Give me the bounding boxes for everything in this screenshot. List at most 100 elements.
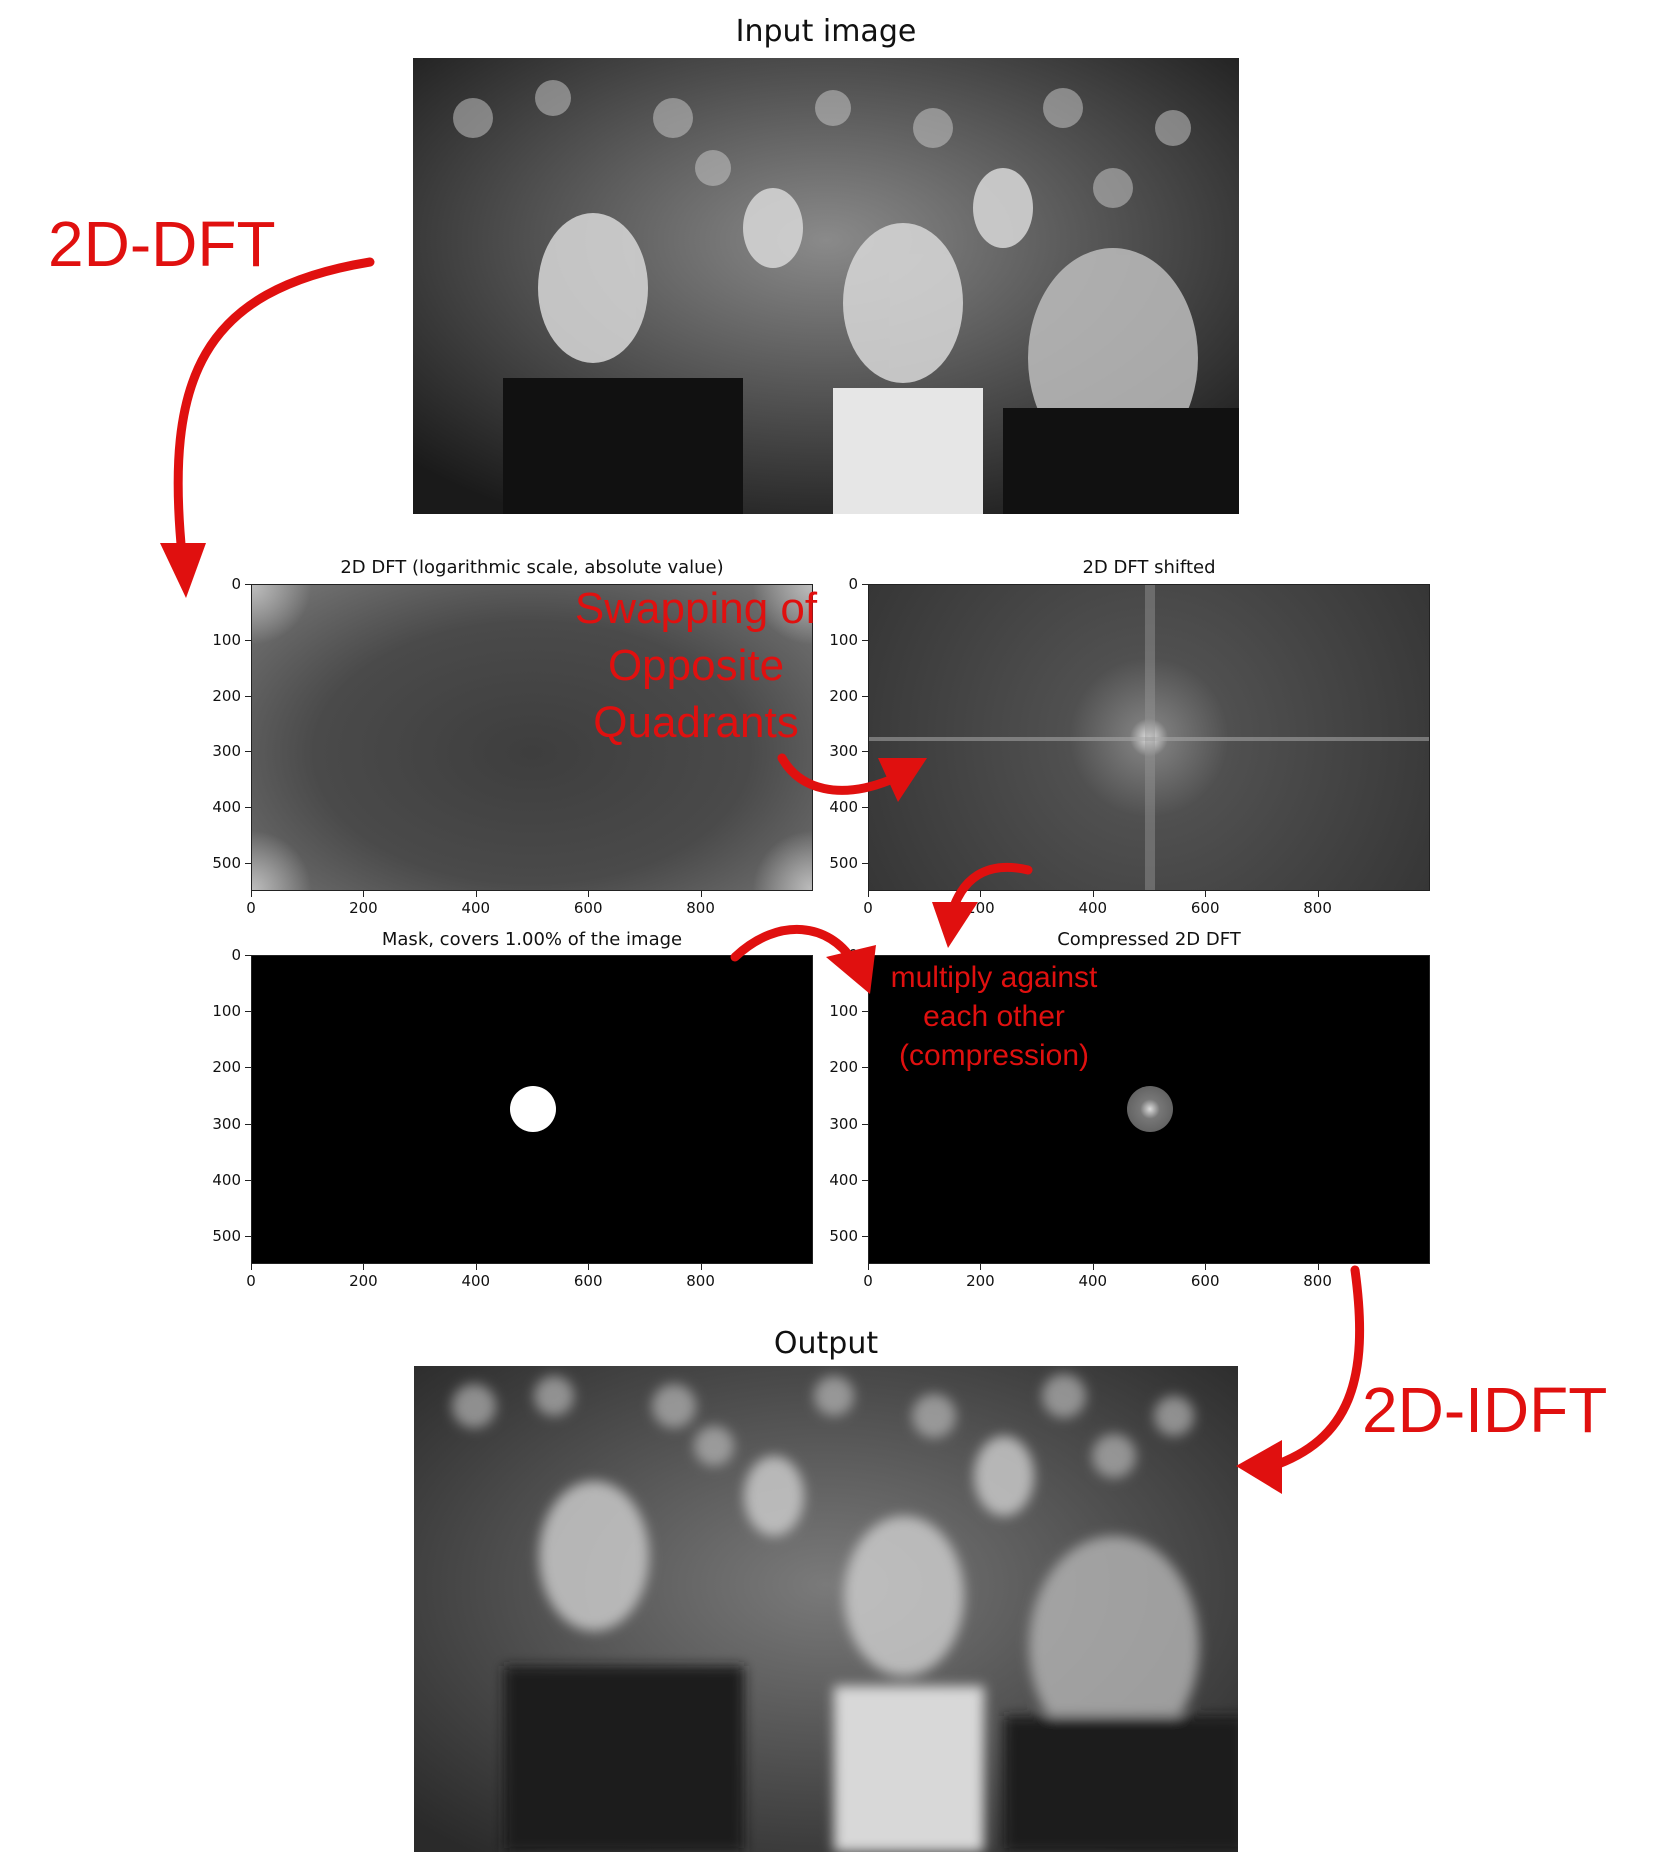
dft-label: 2D-DFT <box>48 208 276 280</box>
y-tick-label: 200 <box>829 686 858 705</box>
input-image <box>413 58 1239 514</box>
swap-label: Swapping of Opposite Quadrants <box>556 580 836 751</box>
x-tick-mark <box>475 1264 477 1270</box>
y-tick-mark <box>862 1123 868 1125</box>
y-tick-mark <box>245 1011 251 1013</box>
x-tick-label: 800 <box>1303 899 1332 917</box>
y-tick-mark <box>245 1235 251 1237</box>
swap-arrow <box>777 753 895 795</box>
panel-shifted-title: 2D DFT shifted <box>1082 557 1216 578</box>
swap-line-1: Swapping of <box>574 584 818 633</box>
y-tick-label: 500 <box>829 854 858 873</box>
output-image <box>414 1366 1238 1852</box>
y-tick-mark <box>245 807 251 809</box>
x-tick-label: 200 <box>349 899 378 917</box>
y-tick-label: 100 <box>212 1002 241 1021</box>
y-tick-mark <box>862 1235 868 1237</box>
x-tick-mark <box>1317 1264 1319 1270</box>
x-tick-label: 400 <box>461 1272 491 1290</box>
y-tick-label: 200 <box>212 1058 241 1077</box>
y-tick-label: 100 <box>829 630 858 649</box>
x-tick-mark <box>363 891 365 897</box>
x-tick-mark <box>700 891 702 897</box>
y-tick-label: 0 <box>231 946 241 964</box>
x-tick-mark <box>980 891 982 897</box>
idft-arrowhead <box>1236 1440 1282 1494</box>
x-tick-label: 0 <box>246 899 256 917</box>
x-tick-label: 600 <box>1190 1272 1220 1290</box>
y-tick-label: 400 <box>829 1170 858 1189</box>
x-tick-mark <box>868 1264 869 1270</box>
y-tick-mark <box>862 695 868 697</box>
shift-to-compressed-arrowhead <box>932 902 978 948</box>
x-tick-mark <box>363 1264 365 1270</box>
y-tick-mark <box>245 584 251 585</box>
multiply-line-3: (compression) <box>898 1039 1090 1072</box>
x-tick-mark <box>980 1264 982 1270</box>
y-tick-mark <box>245 863 251 865</box>
multiply-line-2: each other <box>923 1000 1065 1033</box>
panel-mask-image <box>251 955 813 1264</box>
y-tick-label: 400 <box>212 1170 241 1189</box>
y-tick-label: 200 <box>829 1058 858 1077</box>
dft-arrowhead <box>160 543 206 598</box>
x-tick-label: 400 <box>1078 1272 1108 1290</box>
y-tick-mark <box>862 863 868 865</box>
multiply-line-1: multiply against <box>890 961 1098 994</box>
x-tick-mark <box>1205 891 1207 897</box>
x-tick-mark <box>251 1264 252 1270</box>
x-tick-label: 800 <box>686 1272 715 1290</box>
y-tick-label: 0 <box>231 575 241 593</box>
y-tick-mark <box>862 751 868 753</box>
y-tick-mark <box>245 751 251 753</box>
swap-line-3: Quadrants <box>593 698 799 747</box>
y-tick-label: 300 <box>829 1114 858 1133</box>
y-tick-label: 300 <box>829 742 858 761</box>
y-tick-label: 100 <box>829 1002 858 1021</box>
y-tick-mark <box>862 1067 868 1069</box>
y-tick-label: 300 <box>212 1114 241 1133</box>
y-tick-mark <box>862 584 868 585</box>
swap-line-2: Opposite <box>607 641 785 690</box>
x-tick-mark <box>868 891 869 897</box>
swap-arrowhead <box>878 758 927 802</box>
y-tick-label: 500 <box>829 1226 858 1245</box>
x-tick-label: 600 <box>573 1272 603 1290</box>
x-tick-label: 600 <box>573 899 603 917</box>
x-tick-mark <box>1092 891 1094 897</box>
x-tick-mark <box>251 891 252 897</box>
x-tick-label: 0 <box>246 1272 256 1290</box>
input-image-title: Input image <box>735 14 917 49</box>
y-tick-label: 500 <box>212 1226 241 1245</box>
y-tick-mark <box>245 695 251 697</box>
y-tick-label: 300 <box>212 742 241 761</box>
y-tick-mark <box>862 639 868 641</box>
y-tick-mark <box>862 1011 868 1013</box>
y-tick-label: 0 <box>848 575 858 593</box>
x-tick-label: 600 <box>1190 899 1220 917</box>
y-tick-mark <box>245 1123 251 1125</box>
x-tick-label: 0 <box>863 1272 873 1290</box>
x-tick-mark <box>588 1264 590 1270</box>
output-title: Output <box>773 1326 879 1361</box>
x-tick-mark <box>700 1264 702 1270</box>
dft-arrow <box>173 257 375 560</box>
x-tick-label: 200 <box>966 1272 995 1290</box>
panel-shifted-image <box>868 584 1430 891</box>
x-tick-mark <box>1205 1264 1207 1270</box>
x-tick-label: 400 <box>461 899 491 917</box>
y-tick-mark <box>862 1179 868 1181</box>
x-tick-label: 200 <box>349 1272 378 1290</box>
x-tick-mark <box>1317 891 1319 897</box>
x-tick-mark <box>1092 1264 1094 1270</box>
y-tick-mark <box>862 807 868 809</box>
mask-to-compressed-arrowhead <box>826 945 876 994</box>
x-tick-label: 400 <box>1078 899 1108 917</box>
panel-compressed-title: Compressed 2D DFT <box>1057 929 1241 950</box>
mask-circle <box>510 1086 556 1132</box>
y-tick-label: 200 <box>212 686 241 705</box>
y-tick-mark <box>245 1067 251 1069</box>
y-tick-label: 500 <box>212 854 241 873</box>
y-tick-label: 100 <box>212 630 241 649</box>
